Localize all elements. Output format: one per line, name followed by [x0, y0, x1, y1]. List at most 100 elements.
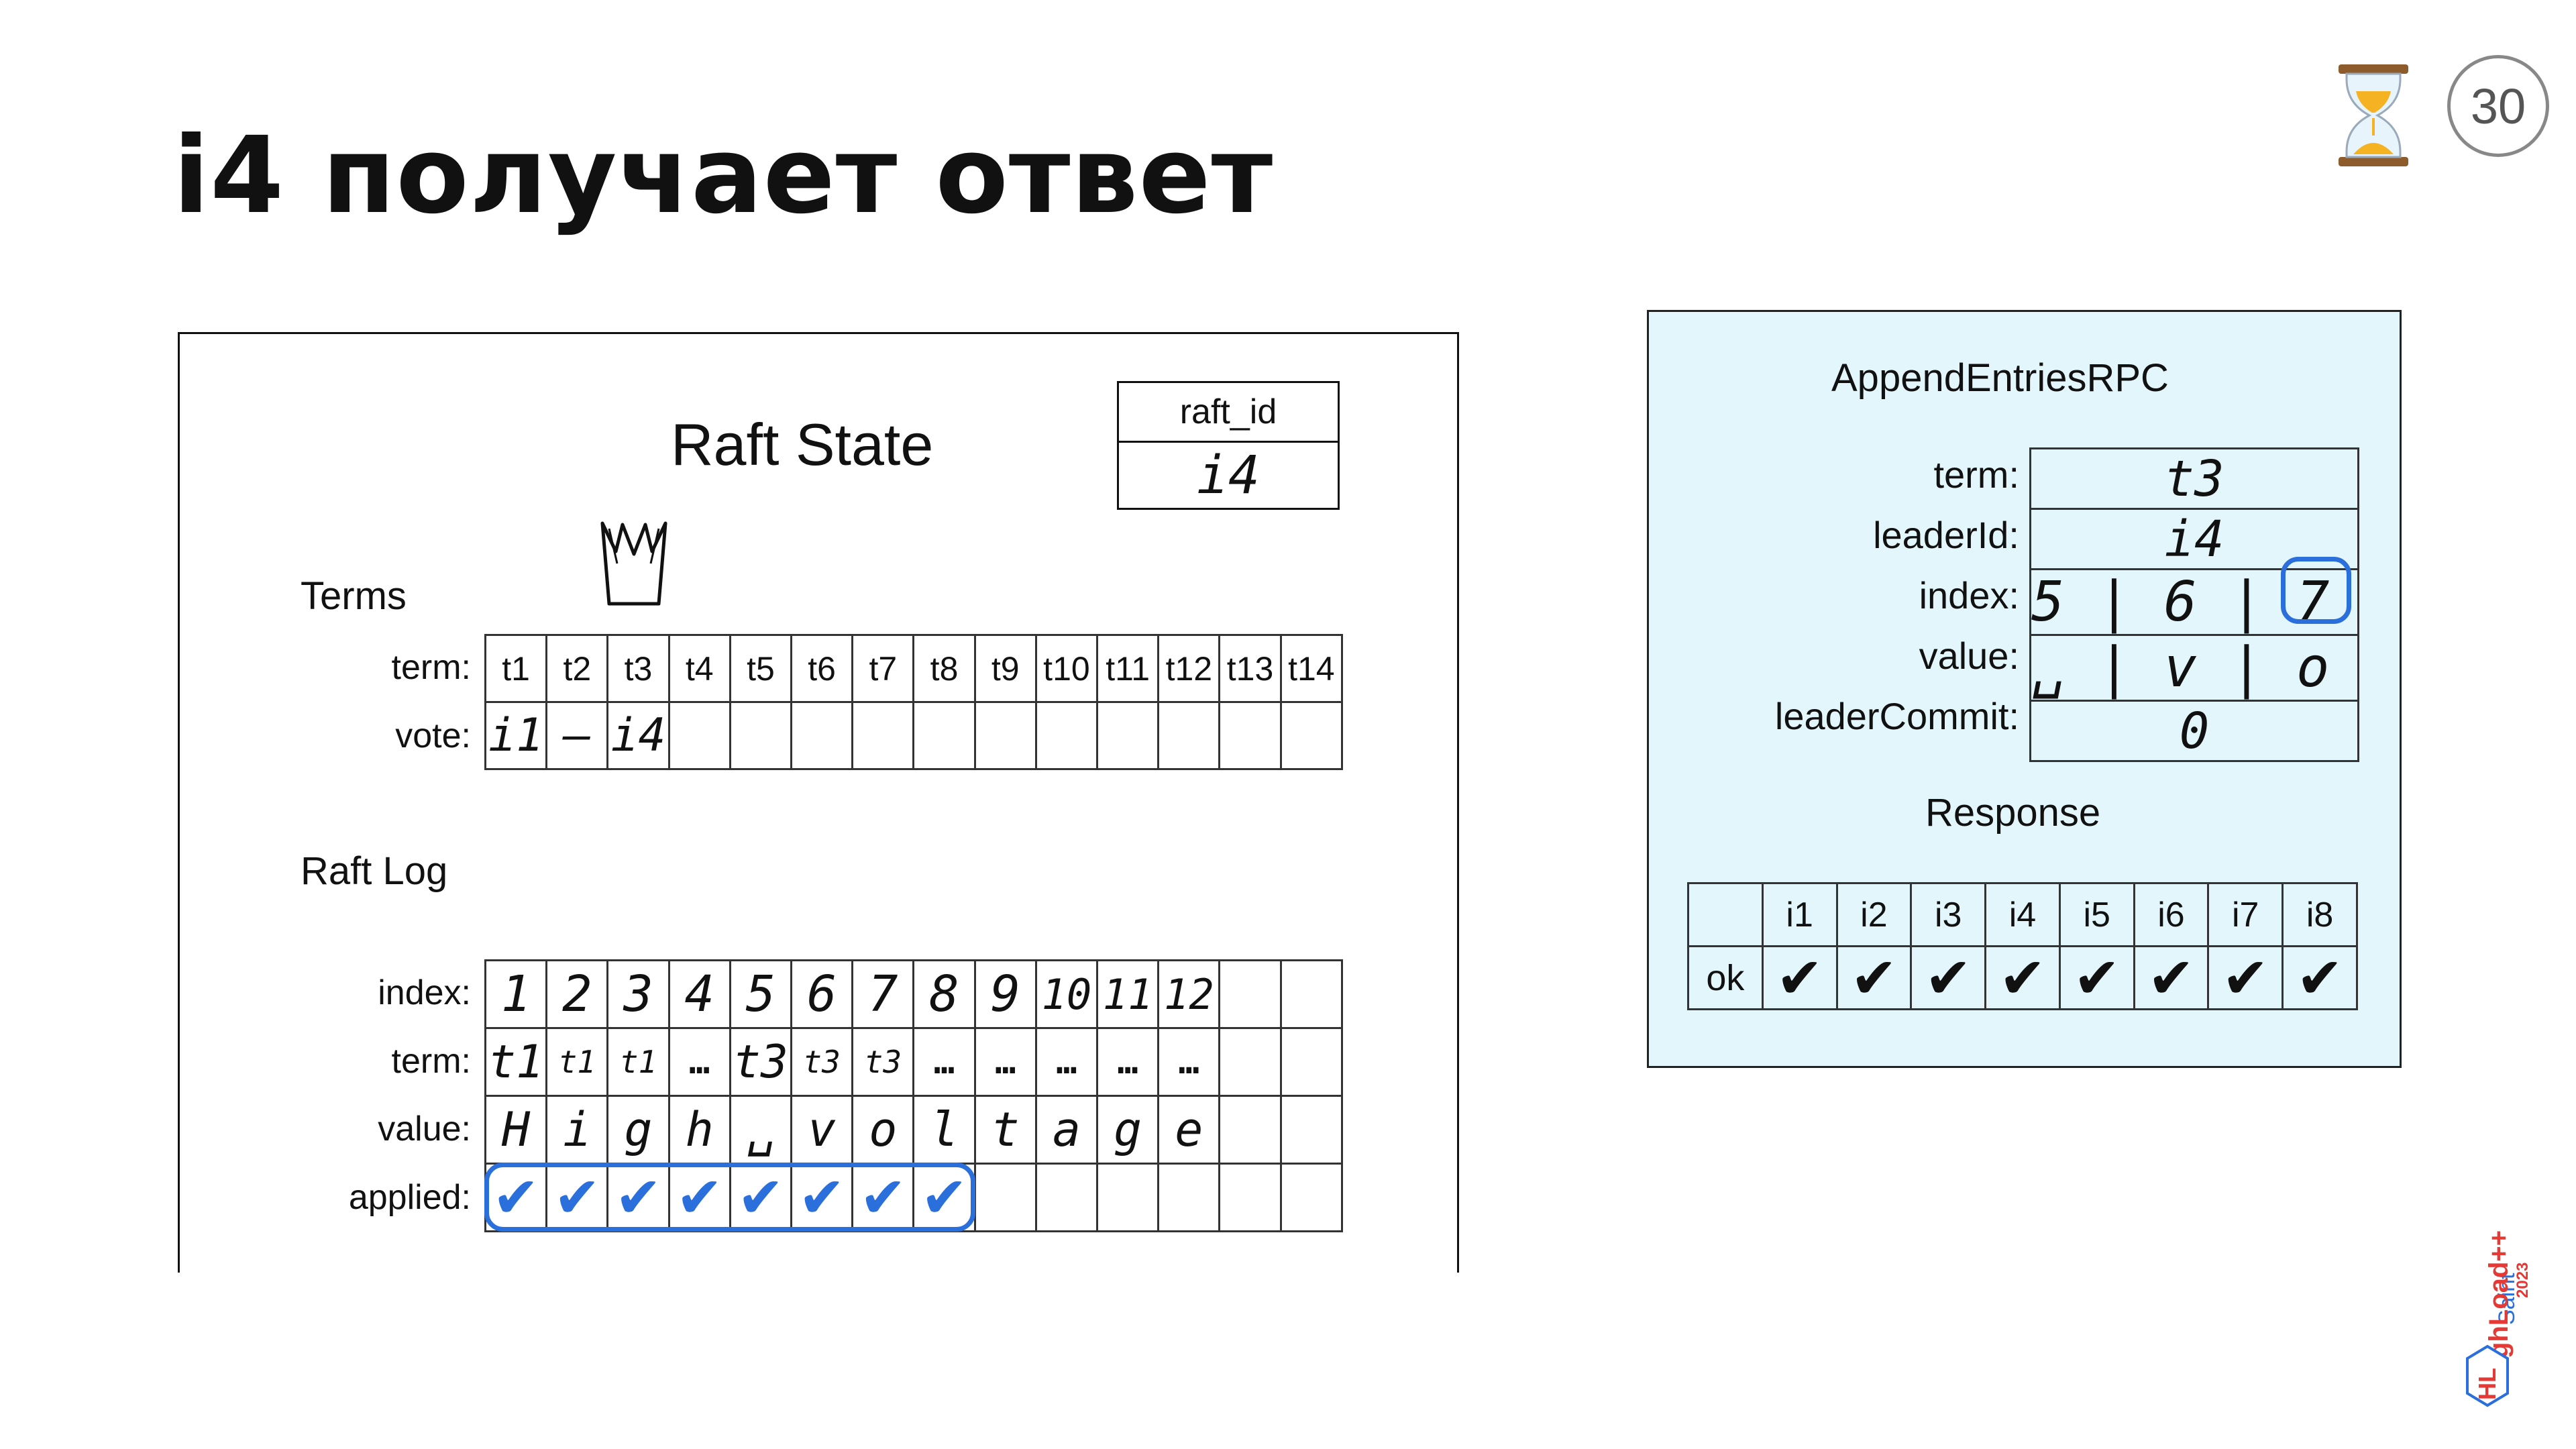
append-entries-title: AppendEntriesRPC: [1831, 356, 2169, 400]
rpc-index-value: 5 | 6 | 7 | 8: [2029, 568, 2359, 636]
response-ok-cell: ✔: [2133, 945, 2210, 1010]
log-term-cell: …: [1157, 1027, 1221, 1097]
log-term-cell: …: [1034, 1027, 1099, 1097]
log-term-cell: [1279, 1027, 1344, 1097]
log-value-cell: e: [1157, 1095, 1221, 1165]
highload-logo: Saint HighLoad++ 2023 HL: [2461, 1157, 2534, 1415]
log-value-cell: i: [545, 1095, 609, 1165]
log-applied-cell: ✔: [729, 1163, 793, 1232]
log-index-cell: 7: [851, 959, 915, 1029]
log-value-cell: l: [912, 1095, 976, 1165]
vote-cell: [790, 701, 854, 770]
log-applied-cell: [1218, 1163, 1282, 1232]
terms-section-label: Terms: [301, 574, 407, 618]
term-cell: t4: [667, 634, 731, 703]
log-term-cell: …: [973, 1027, 1037, 1097]
term-cell: t2: [545, 634, 609, 703]
log-term-cell: t1: [606, 1027, 670, 1097]
log-applied-cell: ✔: [545, 1163, 609, 1232]
vote-cell: i1: [484, 701, 548, 770]
log-applied-cell: [1279, 1163, 1344, 1232]
term-cell: t1: [484, 634, 548, 703]
log-term-cell: …: [912, 1027, 976, 1097]
log-value-cell: t: [973, 1095, 1037, 1165]
log-term-cell: t1: [484, 1027, 548, 1097]
vote-cell: [1218, 701, 1282, 770]
rpc-index-label: index:: [1919, 574, 2019, 616]
log-index-cell: 10: [1034, 959, 1099, 1029]
log-index-cell: 9: [973, 959, 1037, 1029]
vote-cell: [1096, 701, 1160, 770]
value-row-label: value:: [378, 1110, 471, 1148]
log-applied-cell: [1157, 1163, 1221, 1232]
term-cell: t11: [1096, 634, 1160, 703]
vote-cell: [912, 701, 976, 770]
vote-cell: —: [545, 701, 609, 770]
log-index-cell: 1: [484, 959, 548, 1029]
log-value-cell: h: [667, 1095, 731, 1165]
log-term-cell: t3: [729, 1027, 793, 1097]
raft-id-box: raft_id i4: [1117, 381, 1340, 510]
term-cell: t6: [790, 634, 854, 703]
rpc-leader-id-label: leaderId:: [1873, 514, 2019, 556]
response-ok-cell: ✔: [2207, 945, 2284, 1010]
log-applied-cell: [1096, 1163, 1160, 1232]
response-ok-cell: ✔: [2282, 945, 2358, 1010]
response-node-cell: i2: [1835, 882, 1913, 947]
log-value-cell: ␣: [729, 1095, 793, 1165]
applied-highlight: [484, 1163, 975, 1232]
terms-table: t1 t2 t3 t4 t5 t6 t7 t8 t9 t10 t11 t12 t13 t14 i1— i4: [484, 634, 1344, 770]
log-applied-cell: [973, 1163, 1037, 1232]
response-node-cell: i6: [2133, 882, 2210, 947]
response-ok-cell: ✔: [1910, 945, 1987, 1010]
response-table: i1 i2 i3 i4 i5 i6 i7 i8 ok ✔ ✔ ✔ ✔ ✔ ✔ ✔ ✔: [1687, 882, 2358, 1010]
log-term-cell: t3: [790, 1027, 854, 1097]
response-node-cell: i8: [2282, 882, 2358, 947]
rpc-leader-commit-label: leaderCommit:: [1774, 695, 2019, 737]
log-index-cell: 8: [912, 959, 976, 1029]
log-value-cell: g: [1096, 1095, 1160, 1165]
vote-cell: i4: [606, 701, 670, 770]
log-applied-cell: ✔: [790, 1163, 854, 1232]
index-highlight: [2281, 557, 2351, 624]
logo-text-year: 2023: [2514, 1263, 2532, 1298]
log-value-cell: g: [606, 1095, 670, 1165]
term-cell: t12: [1157, 634, 1221, 703]
crown-icon: [597, 517, 671, 614]
response-node-cell: i7: [2207, 882, 2284, 947]
applied-row-label: applied:: [348, 1178, 471, 1217]
index-row-label: index:: [378, 973, 471, 1012]
rpc-fields-table: t3 i4 5 | 6 | 7 | 8 ␣ | v | o | l 0: [2029, 447, 2359, 762]
term-row-label: term:: [391, 648, 471, 687]
log-value-cell: [1218, 1095, 1282, 1165]
term-cell: t13: [1218, 634, 1282, 703]
log-value-cell: [1279, 1095, 1344, 1165]
log-value-cell: H: [484, 1095, 548, 1165]
log-applied-cell: ✔: [606, 1163, 670, 1232]
vote-cell: [1157, 701, 1221, 770]
response-ok-cell: ✔: [2058, 945, 2135, 1010]
raft-log-section-label: Raft Log: [301, 849, 448, 893]
vote-row-label: vote:: [395, 716, 471, 755]
log-term-cell: t1: [545, 1027, 609, 1097]
rpc-term-value: t3: [2029, 447, 2359, 510]
vote-cell: [729, 701, 793, 770]
log-applied-cell: [1034, 1163, 1099, 1232]
log-index-cell: [1279, 959, 1344, 1029]
log-index-cell: 6: [790, 959, 854, 1029]
response-node-cell: i1: [1761, 882, 1838, 947]
rpc-leader-commit-value: 0: [2029, 700, 2359, 762]
response-title: Response: [1925, 791, 2101, 835]
page-number-badge: 30: [2447, 55, 2549, 157]
response-node-cell: i3: [1910, 882, 1987, 947]
raft-state-panel: [178, 332, 1459, 1273]
response-node-cell: i5: [2058, 882, 2135, 947]
log-index-cell: 4: [667, 959, 731, 1029]
response-node-cell: i4: [1984, 882, 2061, 947]
log-index-cell: 12: [1157, 959, 1221, 1029]
vote-cell: [851, 701, 915, 770]
response-ok-cell: ✔: [1761, 945, 1838, 1010]
rpc-value-value: ␣ | v | o | l: [2029, 634, 2359, 702]
term-cell: t7: [851, 634, 915, 703]
